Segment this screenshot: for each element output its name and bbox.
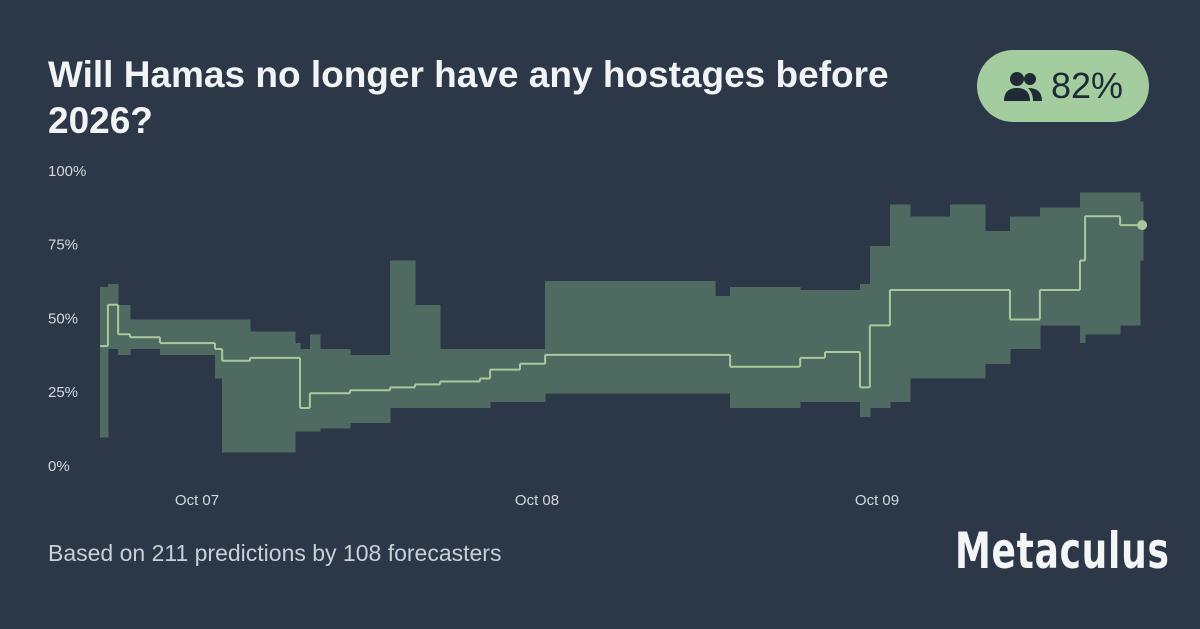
uncertainty-band <box>159 319 216 355</box>
uncertainty-band <box>440 349 481 408</box>
uncertainty-band <box>889 204 911 403</box>
x-tick-label: Oct 07 <box>175 492 219 509</box>
uncertainty-band <box>824 290 861 403</box>
uncertainty-band <box>130 319 161 349</box>
question-title: Will Hamas no longer have any hostages b… <box>48 54 889 141</box>
brand-logo: Metaculus <box>955 522 1170 580</box>
uncertainty-band <box>414 304 441 408</box>
uncertainty-band <box>730 287 801 408</box>
uncertainty-band <box>869 245 891 408</box>
uncertainty-band <box>309 334 321 432</box>
uncertainty-band <box>985 231 1011 364</box>
y-tick-label: 100% <box>48 163 86 180</box>
forecast-badge: 82% <box>977 50 1149 122</box>
y-tick-label: 50% <box>48 310 78 327</box>
uncertainty-band <box>250 331 296 453</box>
uncertainty-band <box>294 343 301 432</box>
uncertainty-band <box>909 216 951 379</box>
uncertainty-band <box>222 319 251 453</box>
forecasters-icon <box>1003 72 1042 101</box>
uncertainty-band <box>490 349 521 403</box>
uncertainty-band <box>715 295 731 394</box>
forecast-value: 82% <box>1050 65 1124 106</box>
uncertainty-band <box>1085 192 1121 335</box>
uncertainty-band <box>1140 201 1144 261</box>
uncertainty-band <box>1039 207 1081 326</box>
y-tick-label: 0% <box>48 458 70 475</box>
footer-note: Based on 211 predictions by 108 forecast… <box>48 540 502 566</box>
y-tick-label: 25% <box>48 384 78 401</box>
y-tick-label: 75% <box>48 237 78 254</box>
x-tick-label: Oct 08 <box>515 492 559 509</box>
uncertainty-band <box>320 349 351 429</box>
uncertainty-band <box>107 284 119 349</box>
uncertainty-band <box>860 284 871 417</box>
uncertainty-band <box>1079 192 1086 344</box>
x-tick-label: Oct 09 <box>855 492 899 509</box>
uncertainty-band <box>118 304 131 355</box>
uncertainty-band <box>545 281 716 394</box>
uncertainty-band <box>800 290 826 403</box>
uncertainty-band <box>390 260 416 408</box>
uncertainty-band <box>1120 192 1141 326</box>
current-point <box>1137 220 1148 231</box>
chart: 0% 25% 50% 75% 100% Oct 07 Oct 08 Oct 09 <box>48 163 1148 509</box>
uncertainty-band <box>300 349 311 432</box>
uncertainty-band <box>1009 216 1041 349</box>
uncertainty-band <box>100 287 109 438</box>
uncertainty-band <box>350 354 391 423</box>
uncertainty-band <box>520 349 546 403</box>
uncertainty-band <box>950 204 986 379</box>
